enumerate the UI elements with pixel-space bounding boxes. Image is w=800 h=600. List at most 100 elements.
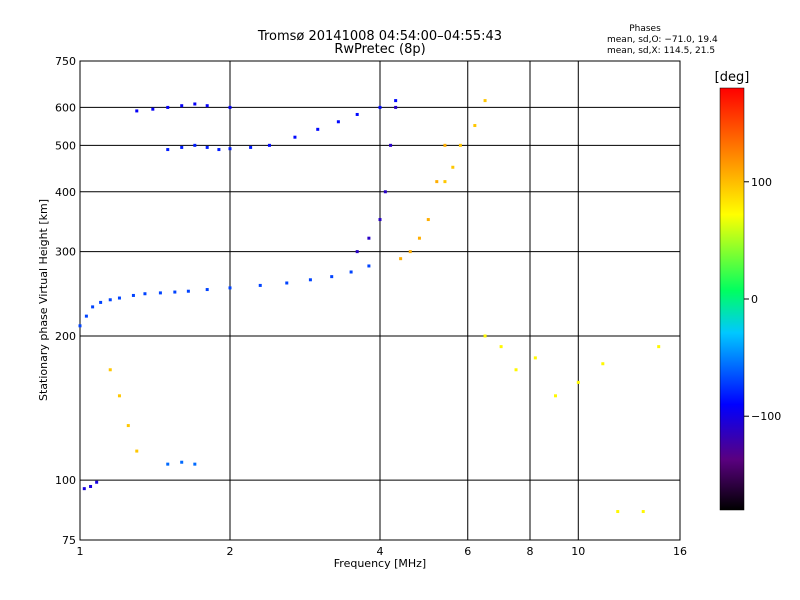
data-point: [193, 462, 197, 466]
phases-title: Phases: [629, 24, 661, 34]
data-point: [217, 148, 221, 152]
data-point: [108, 368, 112, 372]
data-point: [205, 288, 209, 292]
x-tick-label: 8: [527, 545, 534, 558]
data-point: [458, 143, 462, 147]
y-tick-label: 75: [62, 534, 76, 547]
grid-lines: [80, 61, 680, 540]
phases-x: mean, sd,X: 114.5, 21.5: [607, 46, 715, 56]
data-point: [316, 127, 320, 131]
data-point: [383, 190, 387, 194]
data-point: [451, 165, 455, 169]
chart-title: Tromsø 20141008 04:54:00–04:55:43: [257, 29, 502, 44]
data-point: [95, 480, 99, 484]
data-point: [78, 324, 82, 328]
data-point: [293, 135, 297, 139]
data-point: [533, 356, 537, 360]
data-point: [367, 236, 371, 240]
data-point: [173, 290, 177, 294]
data-point: [657, 345, 661, 349]
data-point: [641, 510, 645, 514]
y-tick-labels: 75 100 200 300 400 500 600 750: [55, 55, 76, 547]
colorbar-tick-label: 100: [751, 176, 772, 189]
data-point: [576, 380, 580, 384]
data-point: [355, 250, 359, 254]
colorbar-label: [deg]: [715, 70, 750, 85]
data-point: [158, 291, 162, 295]
y-tick-label: 600: [55, 101, 76, 114]
x-tick-label: 10: [571, 545, 585, 558]
chart-subtitle: RwPretec (8p): [334, 42, 425, 57]
data-point: [394, 105, 398, 109]
y-axis-label: Stationary phase Virtual Height [km]: [37, 199, 50, 401]
data-point: [285, 281, 289, 285]
x-tick-labels: 1 2 4 6 8 10 16: [77, 545, 688, 558]
x-tick-label: 6: [464, 545, 471, 558]
data-point: [131, 293, 135, 297]
data-point: [514, 368, 518, 372]
data-point: [499, 345, 503, 349]
data-point: [426, 218, 430, 222]
data-point: [91, 305, 95, 309]
data-point: [205, 104, 209, 108]
data-point: [355, 112, 359, 116]
data-point: [443, 180, 447, 184]
data-point: [180, 460, 184, 464]
data-point: [180, 145, 184, 149]
data-point: [443, 143, 447, 147]
data-point: [553, 394, 557, 398]
colorbar-tick-label: 0: [751, 293, 758, 306]
data-point: [367, 264, 371, 268]
data-point: [193, 143, 197, 147]
data-point: [166, 148, 170, 152]
data-point: [308, 278, 312, 282]
data-point: [228, 147, 232, 151]
y-tick-label: 300: [55, 246, 76, 259]
phases-o: mean, sd,O: −71.0, 19.4: [607, 35, 718, 45]
data-point: [435, 180, 439, 184]
x-tick-label: 16: [673, 545, 687, 558]
data-point: [378, 218, 382, 222]
data-point: [249, 145, 253, 149]
data-point: [389, 143, 393, 147]
data-point: [135, 449, 139, 453]
data-point: [330, 275, 334, 279]
data-point: [258, 283, 262, 287]
data-point: [108, 298, 112, 302]
y-tick-label: 750: [55, 55, 76, 68]
colorbar-ticks: 100 0 −100: [744, 176, 781, 423]
data-point: [483, 334, 487, 338]
data-point: [117, 296, 121, 300]
data-point: [180, 104, 184, 108]
x-tick-label: 4: [377, 545, 384, 558]
data-points: [78, 99, 661, 514]
data-point: [84, 314, 88, 318]
x-tick-label: 2: [227, 545, 234, 558]
data-point: [135, 109, 139, 113]
colorbar: [719, 87, 745, 511]
data-point: [99, 300, 103, 304]
data-point: [166, 462, 170, 466]
data-point: [378, 105, 382, 109]
data-point: [193, 102, 197, 106]
colorbar-tick-label: −100: [751, 410, 781, 423]
data-point: [399, 257, 403, 261]
data-point: [349, 270, 353, 274]
x-tick-label: 1: [77, 545, 84, 558]
data-point: [483, 99, 487, 103]
data-point: [166, 105, 170, 109]
y-tick-label: 500: [55, 139, 76, 152]
data-point: [89, 484, 93, 488]
data-point: [151, 107, 155, 111]
x-axis-label: Frequency [MHz]: [334, 557, 426, 570]
data-point: [126, 424, 130, 428]
y-tick-label: 400: [55, 186, 76, 199]
data-point: [336, 120, 340, 124]
y-tick-label: 200: [55, 330, 76, 343]
data-point: [186, 289, 190, 293]
data-point: [228, 105, 232, 109]
data-point: [143, 292, 147, 296]
data-point: [82, 487, 86, 491]
y-tick-label: 100: [55, 474, 76, 487]
